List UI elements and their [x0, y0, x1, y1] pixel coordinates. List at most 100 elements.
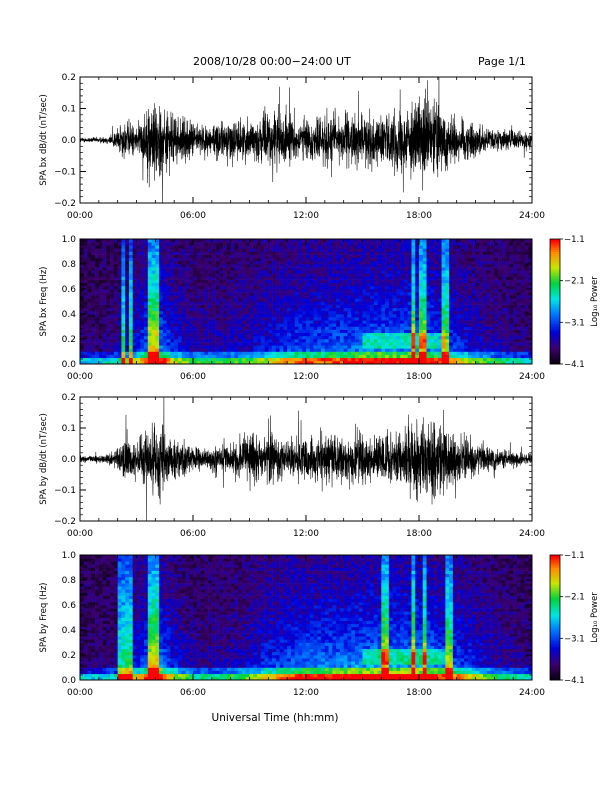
spectrogram-cell: [162, 279, 167, 284]
spectrogram-cell: [174, 295, 179, 299]
spectrogram-cell: [388, 264, 393, 268]
spectrogram-cell: [430, 345, 435, 349]
spectrogram-cell: [415, 314, 420, 318]
spectrogram-cell: [370, 260, 375, 265]
spectrogram-cell: [140, 260, 145, 265]
spectrogram-cell: [245, 326, 250, 330]
spectrogram-cell: [215, 332, 220, 337]
spectrogram-cell: [366, 339, 371, 343]
spectrogram-cell: [279, 357, 284, 362]
spectrogram-cell: [373, 360, 378, 365]
spectrogram-cell: [80, 335, 85, 340]
spectrogram-cell: [189, 264, 194, 268]
spectrogram-cell: [204, 257, 209, 262]
spectrogram-cell: [245, 354, 250, 359]
spectrogram-cell: [411, 335, 416, 340]
spectrogram-cell: [147, 314, 152, 318]
spectrogram-cell: [449, 279, 454, 284]
spectrogram-cell: [370, 254, 375, 259]
spectrogram-cell: [275, 314, 280, 318]
spectrogram-cell: [110, 285, 115, 290]
spectrogram-cell: [464, 264, 469, 268]
spectrogram-cell: [441, 270, 446, 274]
spectrogram-cell: [95, 245, 100, 249]
spectrogram-cell: [83, 273, 88, 277]
spectrogram-cell: [253, 245, 258, 249]
spectrogram-cell: [407, 339, 412, 343]
spectrogram-cell: [189, 279, 194, 284]
spectrogram-cell: [234, 332, 239, 337]
spectrogram-cell: [306, 351, 311, 355]
spectrogram-cell: [234, 323, 239, 327]
spectrogram-cell: [422, 298, 427, 302]
spectrogram-cell: [238, 267, 243, 271]
spectrogram-cell: [257, 298, 262, 302]
spectrogram-cell: [351, 342, 356, 346]
spectrogram-cell: [128, 314, 134, 318]
spectrogram-cell: [513, 245, 518, 249]
spectrogram-cell: [249, 292, 254, 296]
spectrogram-cell: [208, 257, 213, 262]
spectrogram-cell: [324, 254, 329, 259]
spectrogram-cell: [528, 301, 533, 305]
spectrogram-cell: [279, 351, 284, 355]
spectrogram-cell: [377, 257, 382, 262]
spectrogram-cell: [98, 267, 103, 271]
spectrogram-cell: [257, 245, 262, 249]
spectrogram-cell: [509, 357, 514, 362]
spectrogram-cell: [430, 245, 435, 249]
spectrogram-cell: [91, 282, 96, 287]
spectrogram-cell: [486, 339, 491, 343]
spectrogram-cell: [407, 276, 412, 280]
spectrogram-cell: [155, 326, 160, 330]
spectrogram-cell: [370, 267, 375, 271]
spectrogram-cell: [170, 298, 175, 302]
spectrogram-cell: [264, 314, 269, 318]
spectrogram-cell: [106, 317, 111, 321]
spectrogram-cell: [234, 251, 239, 255]
spectrogram-cell: [388, 301, 393, 305]
spectrogram-cell: [151, 345, 156, 349]
spectrogram-cell: [419, 345, 424, 349]
spectrogram-cell: [324, 282, 329, 287]
spectrogram-cell: [381, 329, 386, 334]
spectrogram-cell: [486, 307, 491, 312]
spectrogram-cell: [219, 301, 224, 305]
spectrogram-cell: [298, 314, 303, 318]
spectrogram-cell: [396, 298, 401, 302]
spectrogram-cell: [336, 354, 341, 359]
spectrogram-cell: [407, 292, 412, 296]
spectrogram-cell: [460, 332, 465, 337]
spectrogram-cell: [419, 251, 424, 255]
spectrogram-cell: [121, 257, 126, 262]
spectrogram-cell: [396, 332, 401, 337]
spectrogram-cell: [486, 326, 491, 330]
spectrogram-cell: [520, 267, 525, 271]
spectrogram-cell: [486, 245, 491, 249]
spectrogram-cell: [381, 254, 386, 259]
spectrogram-cell: [200, 245, 205, 249]
spectrogram-cell: [524, 357, 529, 362]
spectrogram-cell: [528, 285, 533, 290]
spectrogram-cell: [264, 320, 269, 324]
spectrogram-cell: [144, 342, 149, 346]
spectrogram-cell: [155, 245, 160, 249]
spectrogram-cell: [354, 254, 360, 259]
spectrogram-cell: [479, 351, 484, 355]
spectrogram-cell: [452, 339, 457, 343]
spectrogram-cell: [498, 326, 503, 330]
spectrogram-cell: [219, 310, 224, 315]
spectrogram-cell: [83, 257, 88, 262]
spectrogram-cell: [166, 298, 171, 302]
spectrogram-cell: [501, 257, 506, 262]
spectrogram-cell: [339, 326, 344, 330]
spectrogram-cell: [490, 345, 495, 349]
spectrogram-cell: [505, 323, 510, 327]
spectrogram-cell: [516, 273, 521, 277]
spectrogram-cell: [392, 335, 397, 340]
spectrogram-cell: [475, 273, 480, 277]
spectrogram-cell: [392, 326, 397, 330]
spectrogram-cell: [117, 282, 122, 287]
spectrogram-cell: [98, 295, 103, 299]
spectrogram-cell: [309, 304, 314, 309]
